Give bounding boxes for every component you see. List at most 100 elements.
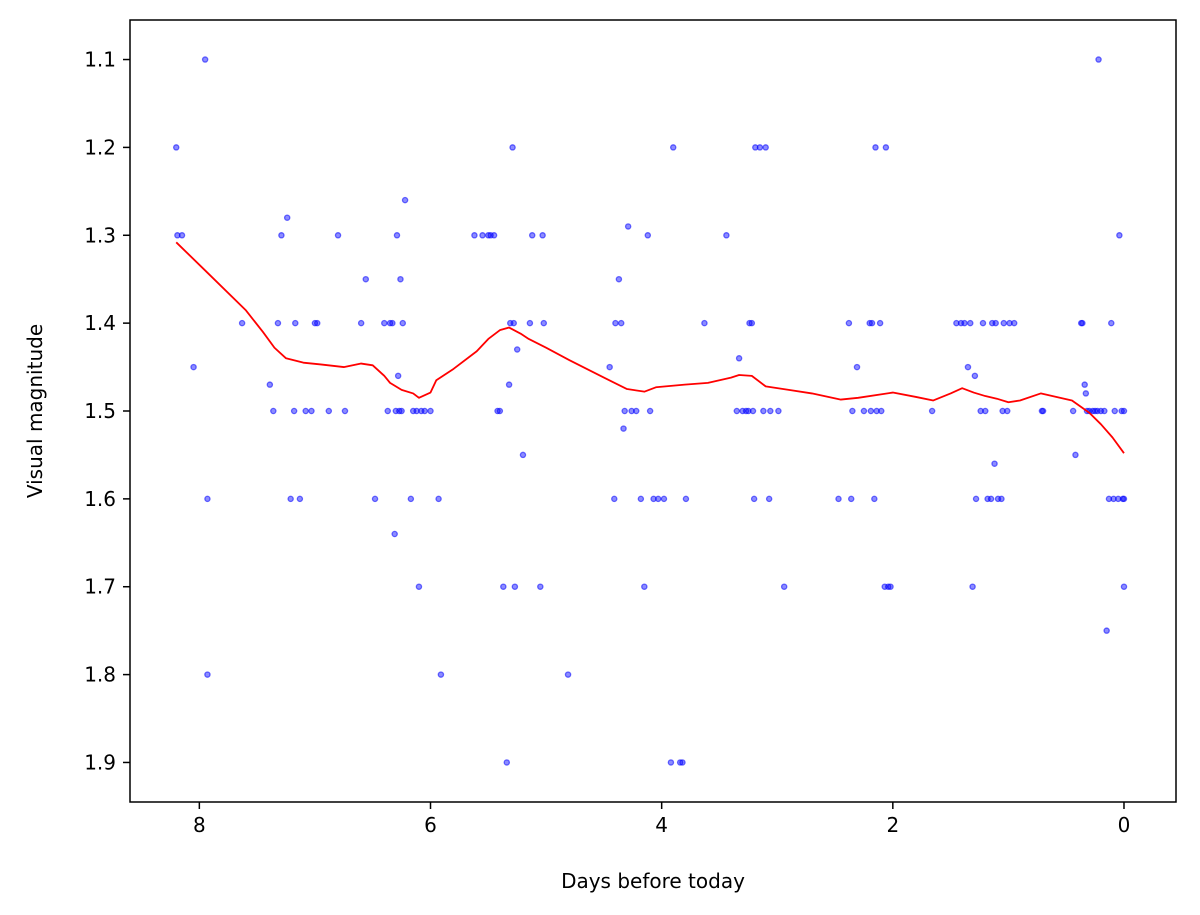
data-point bbox=[606, 363, 613, 371]
data-point bbox=[389, 319, 396, 327]
data-point bbox=[391, 530, 398, 538]
data-point bbox=[760, 407, 767, 415]
data-point bbox=[611, 495, 618, 503]
data-point bbox=[1082, 390, 1090, 397]
data-point bbox=[509, 144, 516, 151]
x-tick-label: 6 bbox=[424, 813, 437, 837]
data-point bbox=[845, 319, 853, 327]
data-point bbox=[500, 583, 507, 590]
data-point bbox=[325, 407, 333, 415]
x-tick-label: 8 bbox=[193, 813, 206, 837]
data-point bbox=[878, 407, 885, 415]
data-point bbox=[496, 407, 504, 415]
data-point bbox=[967, 319, 974, 327]
data-point bbox=[204, 671, 211, 678]
data-point bbox=[667, 759, 675, 766]
data-point bbox=[682, 495, 690, 503]
data-point bbox=[503, 759, 511, 766]
y-tick-label: 1.2 bbox=[84, 135, 116, 159]
data-point bbox=[362, 275, 370, 283]
data-point bbox=[835, 495, 842, 503]
data-point bbox=[992, 319, 999, 327]
data-point bbox=[860, 407, 868, 415]
points-layer bbox=[172, 56, 1128, 766]
data-point bbox=[435, 495, 442, 503]
data-point bbox=[847, 495, 855, 503]
data-point bbox=[998, 495, 1005, 503]
data-point bbox=[641, 583, 648, 590]
data-point bbox=[1081, 381, 1088, 388]
trend-line bbox=[175, 241, 1125, 454]
data-point bbox=[357, 319, 365, 327]
data-point bbox=[292, 319, 299, 327]
data-point bbox=[394, 372, 402, 380]
data-point bbox=[767, 407, 774, 415]
y-tick-label: 1.7 bbox=[84, 575, 116, 599]
data-point bbox=[853, 363, 861, 371]
data-point bbox=[624, 223, 632, 230]
x-tick-label: 4 bbox=[655, 813, 668, 837]
data-point bbox=[415, 583, 423, 590]
data-point bbox=[190, 363, 197, 371]
data-point bbox=[654, 495, 662, 503]
data-point bbox=[749, 407, 757, 415]
data-point bbox=[537, 583, 544, 590]
data-point bbox=[775, 407, 782, 415]
data-point bbox=[505, 381, 513, 388]
data-point bbox=[979, 319, 987, 327]
data-point bbox=[972, 495, 980, 503]
data-point bbox=[868, 319, 876, 327]
data-point bbox=[384, 407, 391, 415]
data-point bbox=[1000, 319, 1008, 327]
data-point bbox=[510, 319, 517, 327]
data-point bbox=[756, 144, 764, 151]
data-point bbox=[660, 495, 668, 503]
data-point bbox=[172, 144, 180, 151]
data-point bbox=[679, 759, 686, 766]
data-point bbox=[564, 671, 572, 678]
data-point bbox=[238, 319, 246, 327]
data-point bbox=[1116, 232, 1123, 239]
data-point bbox=[519, 451, 527, 459]
data-point bbox=[1120, 583, 1128, 590]
data-point bbox=[204, 495, 211, 503]
y-tick-label: 1.8 bbox=[84, 663, 116, 687]
data-point bbox=[313, 319, 321, 327]
y-tick-label: 1.9 bbox=[84, 750, 116, 774]
x-tick-label: 2 bbox=[886, 813, 899, 837]
y-axis: 1.1 1.2 1.3 1.4 1.5 1.6 1.7 1.8 1.9 bbox=[84, 48, 130, 774]
trend-layer bbox=[175, 241, 1125, 454]
data-point bbox=[971, 372, 979, 380]
data-point bbox=[371, 495, 379, 503]
data-point bbox=[750, 495, 758, 503]
y-tick-label: 1.4 bbox=[84, 311, 116, 335]
data-point bbox=[283, 214, 291, 221]
data-point bbox=[401, 196, 409, 204]
y-axis-label: Visual magnitude bbox=[23, 324, 47, 498]
data-point bbox=[644, 232, 652, 239]
data-point bbox=[867, 407, 875, 415]
data-point bbox=[1069, 407, 1077, 415]
data-point bbox=[1108, 319, 1115, 327]
x-axis: 8 6 4 2 0 bbox=[193, 802, 1130, 837]
data-point bbox=[1072, 451, 1079, 459]
data-point bbox=[513, 346, 521, 353]
data-point bbox=[381, 319, 388, 327]
data-point bbox=[296, 495, 304, 503]
data-point bbox=[1004, 407, 1011, 415]
data-point bbox=[1039, 407, 1047, 415]
data-point bbox=[266, 381, 274, 388]
data-point bbox=[620, 425, 627, 432]
data-point bbox=[526, 319, 534, 327]
data-point bbox=[287, 495, 294, 503]
data-point bbox=[669, 144, 677, 151]
data-point bbox=[540, 319, 548, 327]
data-point bbox=[621, 407, 628, 415]
data-point bbox=[393, 232, 401, 239]
data-point bbox=[270, 407, 277, 415]
data-point bbox=[511, 583, 519, 590]
y-tick-label: 1.1 bbox=[84, 48, 116, 72]
data-point bbox=[637, 495, 645, 503]
data-point bbox=[1103, 627, 1110, 634]
